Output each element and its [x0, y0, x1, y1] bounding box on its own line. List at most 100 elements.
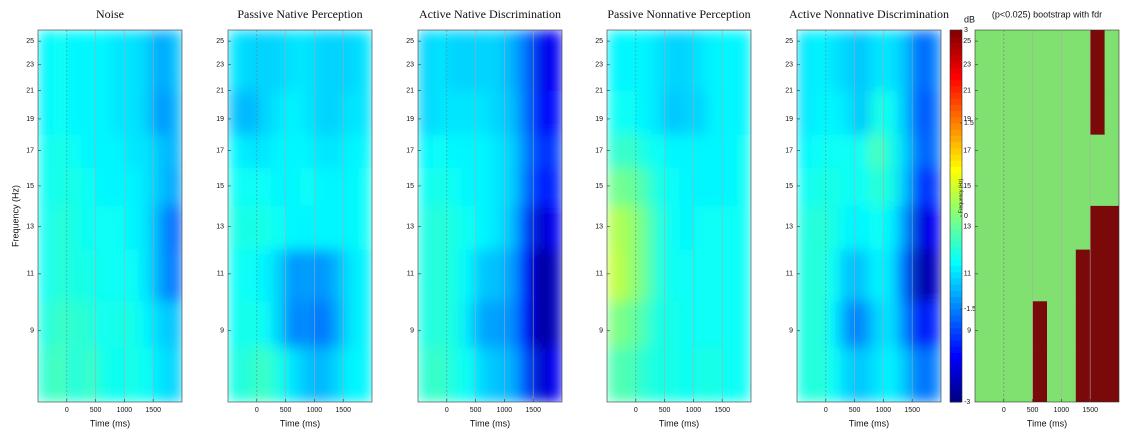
panel-title: Noise: [96, 7, 124, 21]
colorbar-step: [950, 141, 962, 149]
colorbar-step: [950, 79, 962, 87]
cell: [504, 167, 520, 206]
cell: [679, 30, 694, 91]
colorbar-step: [950, 203, 962, 211]
colorbar-step: [950, 85, 962, 93]
cell: [547, 30, 562, 91]
cell: [38, 300, 53, 348]
cell: [854, 300, 870, 348]
cell: [475, 346, 491, 402]
cell: [66, 167, 82, 206]
cell: [664, 300, 680, 348]
cell: [650, 205, 665, 250]
cell: [475, 30, 491, 91]
cell: [446, 205, 462, 250]
y-tick-label: 17: [26, 147, 34, 154]
y-tick-label: 11: [217, 271, 224, 278]
cell: [854, 30, 870, 91]
cell: [693, 346, 709, 402]
cell: [1047, 167, 1062, 206]
cell: [256, 300, 272, 348]
cell: [475, 300, 491, 348]
cell: [547, 205, 562, 250]
cell: [343, 300, 358, 348]
cell: [912, 249, 927, 302]
cell: [314, 134, 330, 169]
cell: [300, 167, 315, 206]
cell: [854, 90, 870, 135]
y-tick-label: 17: [216, 147, 224, 154]
cell: [607, 300, 622, 348]
cell: [797, 167, 812, 206]
cell: [707, 167, 723, 206]
colorbar-step: [950, 377, 962, 384]
cell: [664, 249, 680, 302]
y-tick-label: 9: [789, 328, 793, 335]
x-tick-label: 0: [1002, 407, 1006, 414]
cell: [679, 167, 694, 206]
cell: [461, 90, 476, 135]
colorbar-step: [950, 247, 962, 254]
cell: [518, 30, 534, 91]
cell: [883, 134, 899, 169]
cell: [95, 300, 111, 348]
cell: [825, 205, 841, 250]
cell: [607, 346, 622, 402]
colorbar-step: [950, 333, 962, 341]
cell: [153, 205, 168, 250]
colorbar-step: [950, 42, 962, 50]
cells: [797, 30, 941, 402]
cell: [81, 167, 96, 206]
cell: [840, 300, 855, 348]
y-tick-label: 9: [220, 328, 224, 335]
x-tick-label: 500: [849, 407, 861, 414]
cell: [95, 205, 111, 250]
colorbar-step: [950, 364, 962, 372]
cell: [271, 300, 286, 348]
cell: [912, 90, 927, 135]
cell: [418, 205, 433, 250]
cell: [1047, 205, 1062, 250]
cell: [110, 205, 125, 250]
cell: [110, 90, 125, 135]
cell: [52, 30, 68, 91]
cell: [1032, 300, 1048, 348]
cell: [461, 167, 476, 206]
cell: [256, 90, 272, 135]
cell: [343, 134, 358, 169]
cell: [664, 30, 680, 91]
cell: [854, 346, 870, 402]
cell: [418, 346, 433, 402]
cell: [840, 205, 855, 250]
plot-area: [607, 30, 751, 402]
cell: [722, 90, 737, 135]
cell: [1047, 90, 1062, 135]
cell: [52, 90, 68, 135]
cell: [1061, 167, 1077, 206]
cell: [989, 249, 1005, 302]
y-tick-label: 9: [410, 328, 414, 335]
cell: [52, 167, 68, 206]
cell: [825, 300, 841, 348]
cell: [314, 30, 330, 91]
cell: [840, 90, 855, 135]
colorbar-tick-label: 1.5: [964, 120, 974, 127]
cells: [418, 30, 562, 402]
cell: [461, 249, 476, 302]
cell: [124, 346, 140, 402]
cell: [1061, 346, 1077, 402]
cell: [1075, 167, 1091, 206]
cell: [707, 249, 723, 302]
y-tick-label: 21: [26, 87, 34, 94]
cell: [504, 249, 520, 302]
cell: [328, 205, 344, 250]
cell: [883, 300, 899, 348]
x-tick-label: 500: [1027, 407, 1039, 414]
y-tick-label: 9: [599, 328, 603, 335]
y-tick-label: 19: [406, 116, 414, 123]
x-tick-label: 1000: [1054, 407, 1070, 414]
cell: [797, 249, 812, 302]
cell: [446, 346, 462, 402]
cell: [490, 205, 505, 250]
colorbar-step: [950, 278, 962, 285]
